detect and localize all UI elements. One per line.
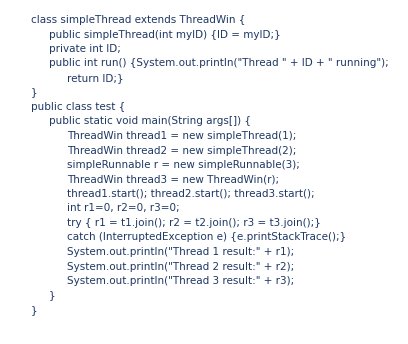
Text: thread1.start(); thread2.start(); thread3.start();: thread1.start(); thread2.start(); thread… — [67, 189, 315, 199]
Text: class simpleThread extends ThreadWin {: class simpleThread extends ThreadWin { — [31, 15, 245, 25]
Text: catch (InterruptedException e) {e.printStackTrace();}: catch (InterruptedException e) {e.printS… — [67, 233, 346, 243]
Text: }: } — [49, 290, 55, 301]
Text: ThreadWin thread2 = new simpleThread(2);: ThreadWin thread2 = new simpleThread(2); — [67, 146, 296, 155]
Text: System.out.println("Thread 3 result:" + r3);: System.out.println("Thread 3 result:" + … — [67, 276, 294, 286]
Text: }: } — [31, 305, 38, 315]
Text: private int ID;: private int ID; — [49, 44, 121, 54]
Text: ThreadWin thread1 = new simpleThread(1);: ThreadWin thread1 = new simpleThread(1); — [67, 131, 296, 141]
Text: int r1=0, r2=0, r3=0;: int r1=0, r2=0, r3=0; — [67, 204, 180, 214]
Text: public static void main(String args[]) {: public static void main(String args[]) { — [49, 117, 251, 127]
Text: }: } — [31, 87, 38, 97]
Text: System.out.println("Thread 1 result:" + r1);: System.out.println("Thread 1 result:" + … — [67, 247, 294, 257]
Text: return ID;}: return ID;} — [67, 73, 124, 83]
Text: public simpleThread(int myID) {ID = myID;}: public simpleThread(int myID) {ID = myID… — [49, 30, 281, 40]
Text: public int run() {System.out.println("Thread " + ID + " running");: public int run() {System.out.println("Th… — [49, 58, 389, 68]
Text: ThreadWin thread3 = new ThreadWin(r);: ThreadWin thread3 = new ThreadWin(r); — [67, 174, 279, 184]
Text: try { r1 = t1.join(); r2 = t2.join(); r3 = t3.join();}: try { r1 = t1.join(); r2 = t2.join(); r3… — [67, 218, 321, 228]
Text: public class test {: public class test { — [31, 102, 125, 112]
Text: simpleRunnable r = new simpleRunnable(3);: simpleRunnable r = new simpleRunnable(3)… — [67, 160, 300, 170]
Text: System.out.println("Thread 2 result:" + r2);: System.out.println("Thread 2 result:" + … — [67, 261, 294, 271]
